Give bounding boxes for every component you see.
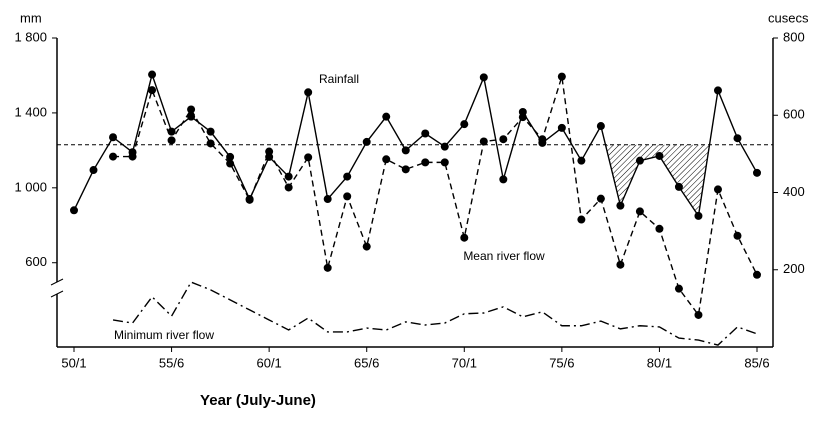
point xyxy=(343,172,352,181)
x-tick-label: 55/6 xyxy=(159,355,184,370)
point xyxy=(694,211,703,220)
x-tick-label: 70/1 xyxy=(452,355,477,370)
deficit-area xyxy=(605,144,710,216)
y2-axis-unit: cusecs xyxy=(768,10,809,25)
x-tick-label: 60/1 xyxy=(256,355,281,370)
point xyxy=(733,231,742,240)
point xyxy=(226,159,235,168)
point xyxy=(343,192,352,201)
point xyxy=(284,183,293,192)
point xyxy=(635,156,644,165)
point xyxy=(187,105,196,114)
point xyxy=(616,260,625,269)
point xyxy=(655,151,664,160)
point xyxy=(128,152,137,161)
x-tick-label: 50/1 xyxy=(61,355,86,370)
y-tick-label: 1 400 xyxy=(14,104,47,119)
point xyxy=(382,112,391,121)
point xyxy=(109,152,118,161)
point xyxy=(440,158,449,167)
point xyxy=(577,215,586,224)
series-line xyxy=(112,281,758,346)
point xyxy=(753,168,761,177)
point xyxy=(362,137,371,146)
point xyxy=(304,88,313,97)
point xyxy=(89,166,98,175)
point xyxy=(694,310,703,319)
x-tick-label: 80/1 xyxy=(647,355,672,370)
axis-break xyxy=(50,278,64,298)
point xyxy=(421,129,430,138)
point xyxy=(284,172,293,181)
point xyxy=(206,127,215,136)
point xyxy=(577,156,586,165)
point xyxy=(206,139,215,148)
point xyxy=(596,194,605,203)
point xyxy=(401,165,410,174)
y2-tick-label: 400 xyxy=(783,184,805,199)
point xyxy=(616,201,625,210)
point xyxy=(518,113,527,122)
point xyxy=(499,135,508,144)
point xyxy=(635,207,644,216)
point xyxy=(479,73,488,82)
point xyxy=(109,133,118,142)
x-axis-title: Year (July-June) xyxy=(200,392,316,409)
x-tick-label: 85/6 xyxy=(744,355,769,370)
point xyxy=(148,70,157,79)
y2-tick-label: 200 xyxy=(783,261,805,276)
point xyxy=(713,86,722,95)
series-label: Rainfall xyxy=(319,72,359,86)
point xyxy=(460,233,469,242)
point xyxy=(674,284,683,293)
point xyxy=(70,206,78,215)
point xyxy=(440,142,449,151)
point xyxy=(323,263,332,272)
y2-tick-label: 800 xyxy=(783,29,805,44)
point xyxy=(382,155,391,164)
series-line xyxy=(113,76,758,317)
y2-tick-label: 600 xyxy=(783,107,805,122)
point xyxy=(421,158,430,167)
point xyxy=(401,146,410,155)
point xyxy=(557,123,566,132)
series-label: Minimum river flow xyxy=(114,328,214,342)
point xyxy=(245,195,254,204)
point xyxy=(753,270,761,279)
point xyxy=(460,120,469,129)
y-axis-unit: mm xyxy=(20,10,42,25)
point xyxy=(226,152,235,161)
y-tick-label: 1 000 xyxy=(14,179,47,194)
point xyxy=(733,134,742,143)
point xyxy=(655,224,664,233)
x-tick-label: 75/6 xyxy=(549,355,574,370)
point xyxy=(596,122,605,131)
point xyxy=(557,72,566,81)
series-label: Mean river flow xyxy=(463,249,545,263)
point xyxy=(148,86,157,95)
x-tick-label: 65/6 xyxy=(354,355,379,370)
point xyxy=(265,147,274,156)
point xyxy=(479,137,488,146)
point xyxy=(323,195,332,204)
point xyxy=(713,185,722,194)
point xyxy=(187,112,196,121)
point xyxy=(499,175,508,184)
y-tick-label: 1 800 xyxy=(14,29,47,44)
point xyxy=(362,242,371,251)
point xyxy=(304,153,313,162)
point xyxy=(674,182,683,191)
point xyxy=(167,136,176,145)
y-tick-label: 600 xyxy=(25,254,47,269)
point xyxy=(538,135,547,144)
